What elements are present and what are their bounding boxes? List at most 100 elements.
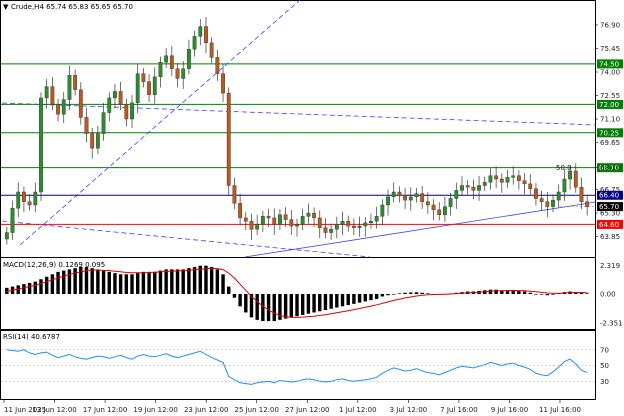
macd-bar xyxy=(44,276,49,294)
macd-signal-line xyxy=(6,267,588,318)
price-tick-label: 71.10 xyxy=(600,116,620,124)
level-tag-1 xyxy=(597,99,623,109)
candle xyxy=(249,213,254,240)
candle xyxy=(346,215,351,232)
macd-bar xyxy=(79,266,83,294)
macd-bar xyxy=(255,294,259,320)
candle xyxy=(209,37,214,64)
macd-bar xyxy=(426,293,430,294)
macd-bar xyxy=(90,268,94,294)
macd-bar xyxy=(329,294,333,309)
candle xyxy=(323,218,328,239)
macd-bar xyxy=(346,294,350,306)
candle xyxy=(551,194,555,213)
candle xyxy=(215,49,220,81)
candle xyxy=(238,193,243,226)
level-tag-label-0: 74.50 xyxy=(599,60,619,68)
candle xyxy=(283,207,288,227)
macd-bar xyxy=(357,294,362,303)
candle xyxy=(363,217,368,237)
candle xyxy=(306,203,311,224)
macd-bar xyxy=(238,294,242,307)
candle xyxy=(61,91,66,124)
macd-bar xyxy=(574,292,578,294)
macd-bar xyxy=(39,279,43,294)
macd-bar xyxy=(96,269,100,294)
macd-bar xyxy=(204,265,208,294)
candle xyxy=(420,186,425,210)
macd-bar xyxy=(420,292,424,294)
macd-bar xyxy=(397,293,402,294)
candle xyxy=(164,48,169,68)
candle xyxy=(443,197,447,222)
level-tag-label-3: 68.10 xyxy=(599,164,619,172)
candle xyxy=(186,39,191,75)
candle xyxy=(562,169,567,201)
candle xyxy=(181,61,186,90)
macd-bar xyxy=(153,271,157,294)
time-tick-label: 13 Jun 12:00 xyxy=(32,406,76,414)
macd-bar xyxy=(50,274,55,294)
candle xyxy=(130,95,134,128)
symbol-dropdown-icon[interactable]: ▼ xyxy=(3,3,9,11)
candle xyxy=(22,186,26,213)
candle xyxy=(266,208,271,227)
candle xyxy=(556,184,561,208)
candle xyxy=(198,18,203,46)
macd-bar xyxy=(522,291,527,294)
candle xyxy=(300,208,305,231)
macd-bar xyxy=(62,270,66,294)
macd-bar xyxy=(300,294,305,315)
macd-bar xyxy=(585,293,589,294)
candle xyxy=(460,175,464,197)
candle xyxy=(585,196,590,216)
macd-bar xyxy=(528,292,532,294)
macd-indicator: 2.319 0.00 -2.351 xyxy=(5,262,623,327)
horizontal-levels[interactable]: 74.50 72.00 70.25 68.10 66.40 64.60 65.70 xyxy=(1,59,623,229)
candle xyxy=(516,170,521,190)
macd-bar xyxy=(209,266,214,294)
macd-bar xyxy=(517,290,521,294)
macd-bar xyxy=(124,274,129,294)
candle xyxy=(403,187,408,210)
candle xyxy=(340,211,345,235)
macd-bar xyxy=(335,294,339,308)
macd-bar xyxy=(386,294,390,296)
candle xyxy=(232,177,237,210)
candle xyxy=(317,210,322,239)
candle xyxy=(10,200,15,240)
candle xyxy=(67,65,72,111)
macd-bar xyxy=(181,269,185,294)
candle xyxy=(50,77,55,111)
level-tag-3 xyxy=(597,163,623,173)
macd-bar xyxy=(221,274,225,294)
candle xyxy=(494,166,499,188)
macd-bar xyxy=(488,289,493,294)
macd-bar xyxy=(113,273,117,294)
macd-bar xyxy=(147,271,151,294)
candle xyxy=(113,83,117,109)
macd-bar xyxy=(27,282,32,294)
candle xyxy=(255,214,260,235)
level-tag-label-1: 72.00 xyxy=(599,101,619,109)
level-tag-5 xyxy=(597,219,623,229)
price-tick-label: 76.90 xyxy=(600,21,620,29)
candle xyxy=(4,226,9,245)
candle xyxy=(573,163,578,193)
candle xyxy=(505,169,510,188)
trendlines xyxy=(1,0,597,258)
candle xyxy=(27,194,32,211)
candle xyxy=(147,74,151,102)
macd-bar xyxy=(73,268,77,294)
macd-bar xyxy=(392,294,396,295)
time-tick-label: 11 Jul 16:00 xyxy=(539,406,581,414)
macd-bar xyxy=(318,294,322,312)
macd-bar xyxy=(500,290,504,294)
rsi-indicator: 70 50 30 xyxy=(1,346,609,386)
macd-bar xyxy=(33,281,37,294)
candle xyxy=(380,199,385,226)
price-tick-label: 68.10 xyxy=(600,164,620,172)
candle xyxy=(425,192,430,214)
candle xyxy=(175,63,180,88)
